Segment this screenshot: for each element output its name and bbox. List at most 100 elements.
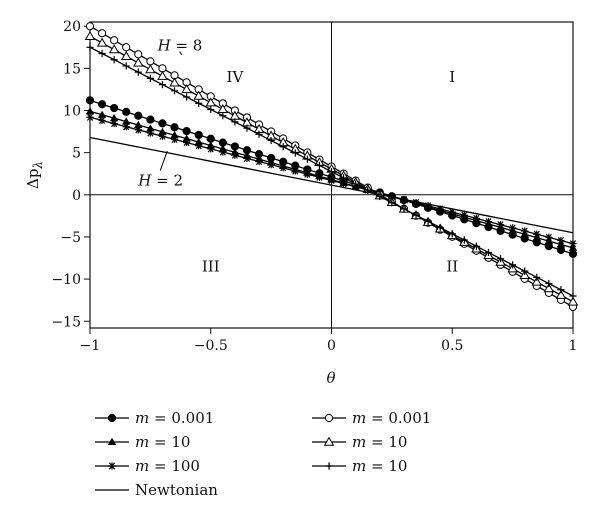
data-point — [496, 255, 505, 263]
data-point — [436, 223, 444, 232]
data-point — [170, 87, 179, 95]
legend-marker — [107, 413, 117, 423]
data-point — [388, 199, 396, 207]
data-point — [183, 93, 191, 101]
legend-label: Newtonian — [135, 481, 218, 499]
data-point — [122, 43, 131, 52]
data-point — [207, 145, 215, 153]
data-point — [158, 80, 167, 89]
data-point — [122, 117, 131, 125]
data-point — [472, 242, 480, 250]
data-point — [193, 90, 204, 100]
data-point — [533, 230, 541, 238]
data-point — [134, 68, 142, 76]
data-point — [195, 142, 203, 150]
data-point — [122, 107, 131, 117]
series-line — [89, 136, 574, 234]
data-point — [424, 217, 432, 225]
data-point — [146, 115, 155, 124]
y-tick-label: −10 — [51, 272, 81, 288]
data-point — [122, 123, 130, 131]
data-point — [96, 37, 108, 47]
data-point — [169, 77, 180, 87]
data-point — [315, 161, 324, 170]
legend-entry: m = 10 — [95, 433, 190, 451]
y-tick-label: −15 — [51, 314, 81, 330]
data-point — [231, 118, 239, 126]
data-point — [194, 130, 203, 140]
x-tick-label: −1 — [80, 338, 101, 354]
data-point — [158, 132, 167, 140]
data-point — [98, 49, 106, 58]
data-point — [97, 100, 107, 109]
data-point — [448, 208, 456, 216]
data-point — [496, 221, 505, 229]
data-point — [85, 107, 95, 115]
data-point — [170, 123, 179, 132]
legend-marker — [325, 462, 333, 470]
data-point — [108, 44, 120, 54]
data-point — [436, 205, 444, 213]
data-point — [122, 62, 130, 70]
data-point — [170, 135, 179, 143]
legend-marker — [107, 437, 117, 445]
data-point — [352, 180, 360, 188]
data-point — [315, 173, 324, 181]
data-point — [255, 130, 263, 138]
data-point — [85, 22, 95, 31]
data-point — [472, 214, 480, 223]
data-point — [207, 105, 215, 114]
data-point — [460, 211, 468, 219]
data-point — [448, 230, 456, 238]
data-point — [98, 116, 106, 125]
data-point — [555, 289, 567, 299]
data-point — [327, 176, 336, 185]
data-point — [303, 155, 311, 163]
data-point — [388, 192, 396, 200]
x-tick-label: 0 — [327, 338, 336, 354]
data-point — [291, 149, 299, 157]
data-point — [85, 96, 95, 105]
data-point — [97, 110, 107, 118]
legend-label: m = 0.001 — [352, 409, 431, 427]
data-point — [157, 70, 168, 80]
region-label: I — [449, 68, 455, 86]
annotations: H = 8 H = 2 — [137, 37, 202, 190]
data-point — [146, 74, 154, 82]
data-point — [291, 167, 299, 175]
data-point — [545, 279, 553, 288]
data-point — [533, 273, 541, 281]
data-point — [206, 134, 215, 143]
legend-label: m = 10 — [352, 457, 407, 475]
data-point — [158, 119, 167, 128]
region-label: IV — [227, 68, 245, 86]
data-point — [134, 50, 143, 59]
data-point — [145, 64, 156, 74]
annotation-arrow — [159, 150, 168, 171]
y-tick-label: 5 — [72, 146, 81, 162]
data-point — [569, 240, 577, 248]
data-point — [219, 112, 227, 120]
region-label: III — [202, 257, 220, 275]
data-point — [231, 151, 239, 159]
data-point — [146, 129, 154, 137]
data-point — [195, 99, 203, 107]
data-point — [255, 157, 263, 166]
data-point — [521, 227, 529, 235]
series-plus — [86, 43, 577, 300]
series-layer — [84, 22, 579, 312]
data-point — [267, 136, 275, 145]
data-point — [521, 267, 529, 275]
data-point — [279, 143, 287, 151]
data-point — [182, 126, 191, 136]
y-tick-label: 15 — [63, 61, 81, 77]
data-point — [279, 164, 287, 172]
region-label: II — [446, 257, 458, 275]
y-tick-label: −5 — [60, 230, 81, 246]
data-point — [146, 57, 155, 66]
legend-entry: m = 0.001 — [312, 409, 431, 427]
annotation-label: H = 8 — [157, 37, 203, 55]
legend-entry: m = 0.001 — [95, 409, 214, 427]
data-point — [424, 202, 432, 210]
